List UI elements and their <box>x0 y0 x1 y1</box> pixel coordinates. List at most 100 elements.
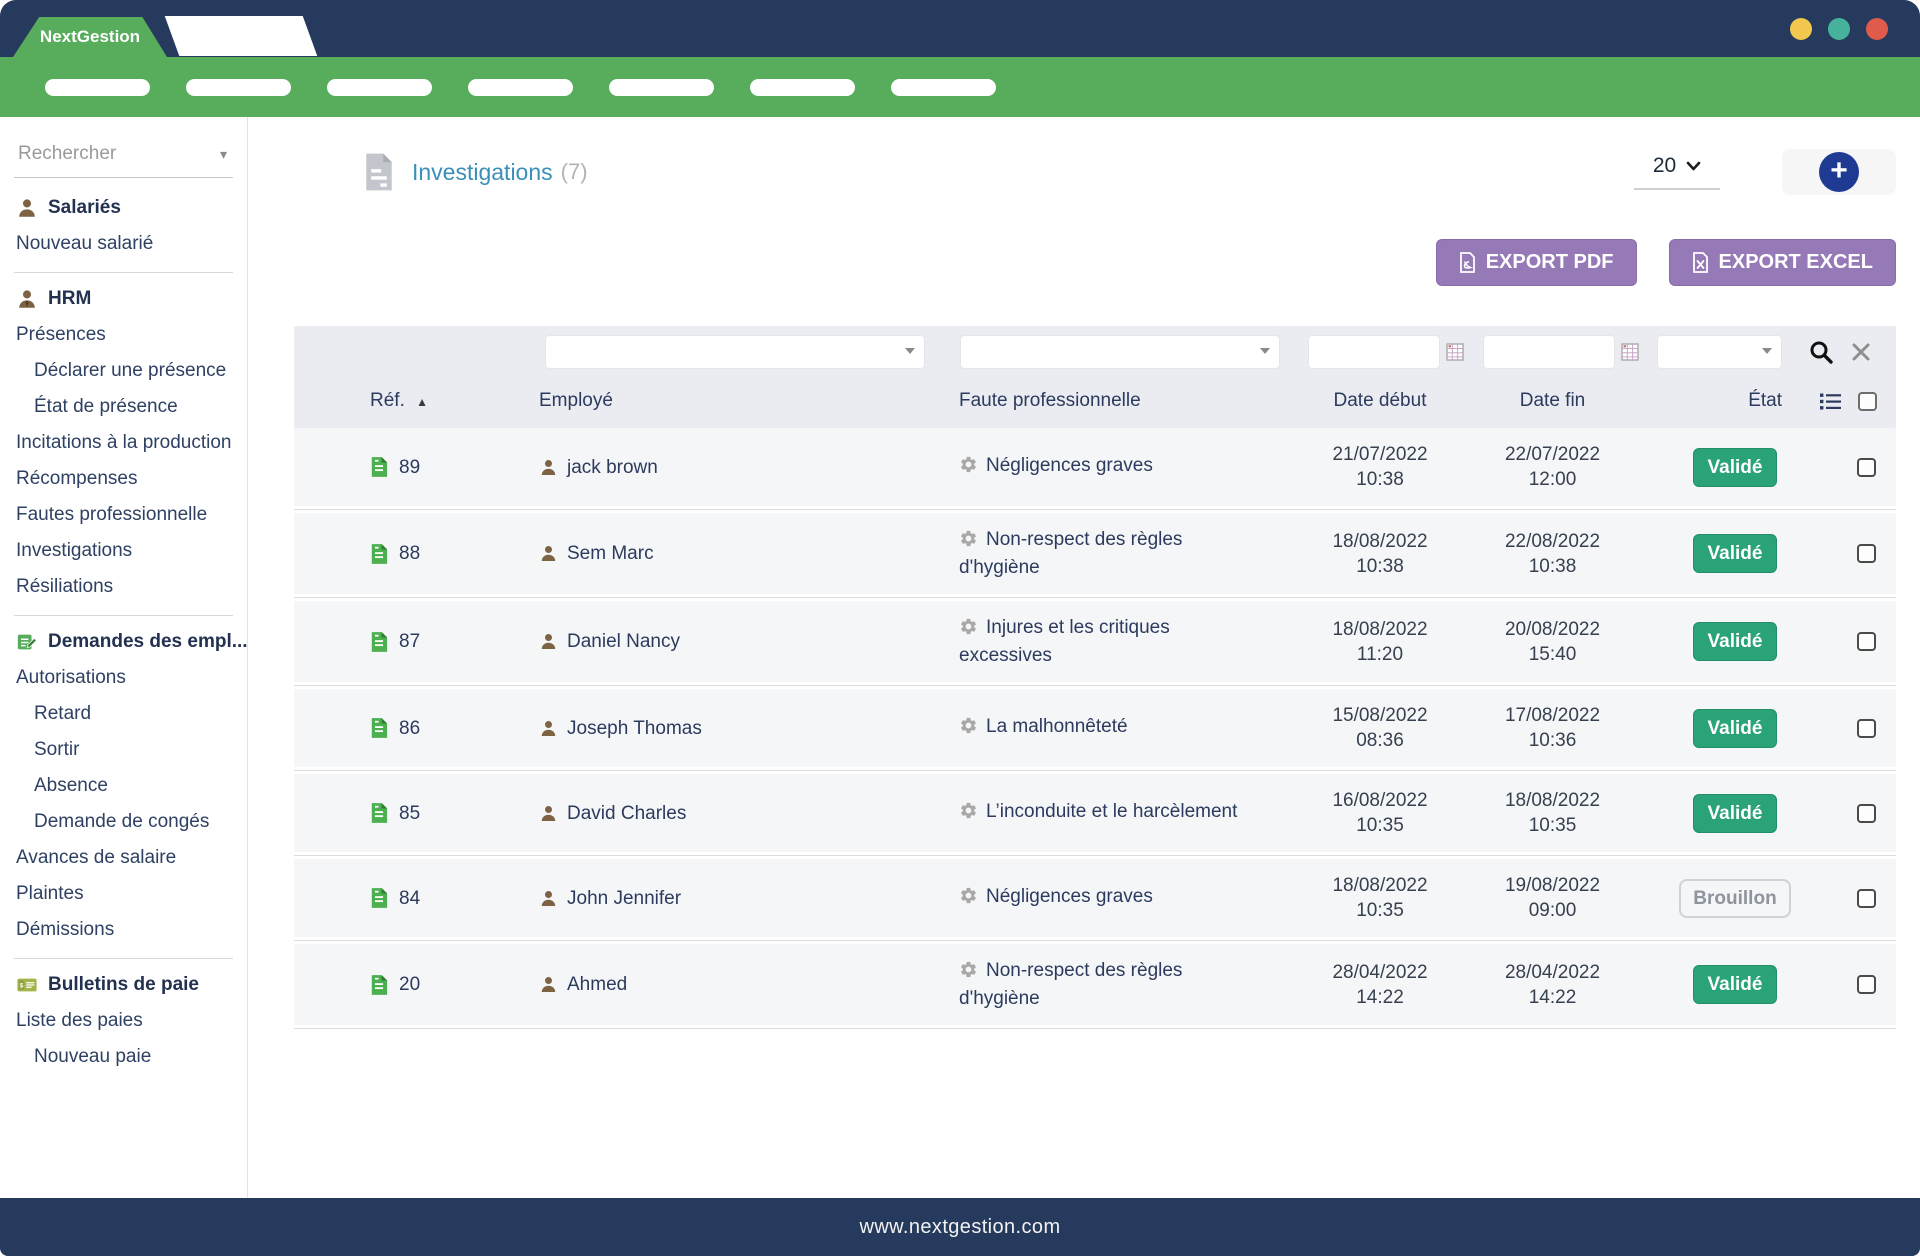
row-checkbox[interactable] <box>1857 803 1876 823</box>
row-checkbox[interactable] <box>1857 888 1876 908</box>
sidebar-item-liste-des-paies[interactable]: Liste des paies <box>16 1010 143 1031</box>
ref-value: 84 <box>399 887 421 909</box>
nav-item-placeholder[interactable] <box>468 78 573 96</box>
sidebar-item-fautes-professionnelle[interactable]: Fautes professionnelle <box>16 504 208 525</box>
table-row[interactable]: 85 David Charles L’inconduite et le harc… <box>294 774 1896 859</box>
table-row[interactable]: 84 John Jennifer Négligences graves 18/0… <box>294 859 1896 944</box>
sidebar-item-etat-de-presence[interactable]: État de présence <box>34 396 178 417</box>
brand-tab[interactable]: NextGestion <box>13 17 167 57</box>
ref-value: 88 <box>399 543 421 564</box>
sidebar-item-resiliations[interactable]: Résiliations <box>16 576 114 597</box>
column-header-fault[interactable]: Faute professionnelle <box>959 390 1141 411</box>
column-header-start-date[interactable]: Date début <box>1333 390 1427 411</box>
employee-name: Joseph Thomas <box>567 717 702 739</box>
start-date-cell: 16/08/2022 10:35 <box>1332 790 1428 836</box>
file-icon <box>371 974 388 995</box>
column-header-state[interactable]: État <box>1748 390 1782 411</box>
sidebar-item-investigations[interactable]: Investigations <box>16 540 133 561</box>
column-header-ref[interactable]: Réf. ▲ <box>370 390 429 411</box>
gear-icon <box>959 886 978 912</box>
close-icon <box>1852 343 1870 361</box>
sidebar-item-avances-de-salaire[interactable]: Avances de salaire <box>16 847 177 868</box>
row-checkbox[interactable] <box>1857 718 1876 738</box>
table-row[interactable]: 87 Daniel Nancy Injures et les critiques… <box>294 601 1896 689</box>
chevron-down-icon <box>1260 348 1270 354</box>
nav-item-placeholder[interactable] <box>327 78 432 96</box>
column-header-end-date[interactable]: Date fin <box>1519 390 1586 411</box>
sidebar-section-bulletins-de-paie[interactable]: $ Bulletins de paie <box>0 965 247 1003</box>
end-date-cell: 17/08/2022 10:36 <box>1504 705 1601 751</box>
file-icon <box>371 631 388 652</box>
title-bar: NextGestion <box>0 0 1920 57</box>
search-button[interactable] <box>1808 339 1834 365</box>
chevron-down-icon: ▾ <box>219 145 227 162</box>
window-control-red[interactable] <box>1866 17 1888 40</box>
end-date-filter-input[interactable] <box>1483 335 1615 369</box>
sidebar-search-select[interactable]: Rechercher ▾ <box>14 139 233 178</box>
fault-label: Négligences graves <box>986 886 1153 907</box>
row-checkbox[interactable] <box>1857 544 1876 563</box>
fault-filter-select[interactable] <box>960 335 1280 369</box>
sidebar-section-demandes-des-empl[interactable]: Demandes des empl... <box>0 622 247 660</box>
user-icon <box>541 805 556 821</box>
calendar-icon[interactable] <box>1621 343 1639 361</box>
page-size-select[interactable]: 20 <box>1634 154 1720 190</box>
sidebar-item-demande-de-conges[interactable]: Demande de congés <box>34 811 210 832</box>
user-icon <box>541 720 556 736</box>
employee-filter-select[interactable] <box>545 335 925 369</box>
nav-item-placeholder[interactable] <box>186 78 291 96</box>
employee-name: Daniel Nancy <box>567 631 680 652</box>
table-row[interactable]: 20 Ahmed Non-respect des règles d'hygièn… <box>294 944 1896 1032</box>
column-header-employee[interactable]: Employé <box>539 390 613 411</box>
table-row[interactable]: 86 Joseph Thomas La malhonnêteté 15/08/2… <box>294 689 1896 774</box>
fault-label: Injures et les critiques excessives <box>959 617 1170 666</box>
sidebar-item-autorisations[interactable]: Autorisations <box>16 667 126 688</box>
sidebar-section-salaries[interactable]: Salariés <box>0 188 247 226</box>
row-checkbox[interactable] <box>1857 457 1876 477</box>
sidebar-divider <box>14 272 233 273</box>
nav-item-placeholder[interactable] <box>750 78 855 96</box>
gear-icon <box>959 960 978 986</box>
sidebar-item-recompenses[interactable]: Récompenses <box>16 468 138 489</box>
sidebar-item-presences[interactable]: Présences <box>16 324 106 345</box>
row-checkbox[interactable] <box>1857 975 1876 994</box>
start-date-filter-input[interactable] <box>1308 335 1440 369</box>
sidebar-item-demissions[interactable]: Démissions <box>16 919 115 940</box>
state-filter-select[interactable] <box>1657 335 1782 369</box>
sidebar-item-declarer-une-presence[interactable]: Déclarer une présence <box>34 360 227 381</box>
sidebar-section-hrm[interactable]: HRM <box>0 279 247 317</box>
select-all-checkbox[interactable] <box>1858 391 1877 411</box>
add-investigation-button[interactable]: + <box>1782 149 1896 195</box>
row-checkbox[interactable] <box>1857 632 1876 651</box>
export-excel-button[interactable]: EXPORT EXCEL <box>1668 239 1896 286</box>
sidebar-item-absence[interactable]: Absence <box>34 775 108 796</box>
sidebar-item-sortir[interactable]: Sortir <box>34 739 80 760</box>
sidebar-item-plaintes[interactable]: Plaintes <box>16 883 84 904</box>
sidebar-section-label: Bulletins de paie <box>48 974 199 995</box>
table-row[interactable]: 88 Sem Marc Non-respect des règles d'hyg… <box>294 513 1896 601</box>
clear-filters-button[interactable] <box>1850 341 1872 363</box>
sidebar-item-nouveau-paie[interactable]: Nouveau paie <box>34 1046 152 1067</box>
status-badge: Brouillon <box>1679 878 1791 918</box>
nav-item-placeholder[interactable] <box>45 78 150 96</box>
nav-item-placeholder[interactable] <box>609 78 714 96</box>
column-header-row: Réf. ▲ Employé Faute professionnelle Dat… <box>294 378 1896 428</box>
fault-label: La malhonnêteté <box>986 716 1128 737</box>
export-pdf-button[interactable]: EXPORT PDF <box>1435 239 1637 286</box>
window-control-green[interactable] <box>1828 17 1850 40</box>
start-date-cell: 18/08/2022 10:35 <box>1332 875 1428 921</box>
ref-value: 86 <box>399 717 421 739</box>
table-row[interactable]: 89 jack brown Négligences graves 21/07/2… <box>294 428 1896 513</box>
start-date-cell: 15/08/2022 08:36 <box>1332 705 1428 751</box>
calendar-icon[interactable] <box>1446 343 1464 361</box>
plus-icon: + <box>1819 152 1859 192</box>
sidebar-item-incitations-a-la-production[interactable]: Incitations à la production <box>16 432 232 453</box>
blank-tab[interactable] <box>164 16 318 56</box>
sidebar-item-retard[interactable]: Retard <box>34 703 92 724</box>
nav-item-placeholder[interactable] <box>891 78 996 96</box>
list-view-icon[interactable] <box>1819 392 1842 411</box>
sidebar-section-label: HRM <box>48 288 92 309</box>
window-control-yellow[interactable] <box>1790 17 1812 40</box>
record-count: (7) <box>560 159 588 184</box>
sidebar-item-nouveau-salarie[interactable]: Nouveau salarié <box>16 233 154 254</box>
